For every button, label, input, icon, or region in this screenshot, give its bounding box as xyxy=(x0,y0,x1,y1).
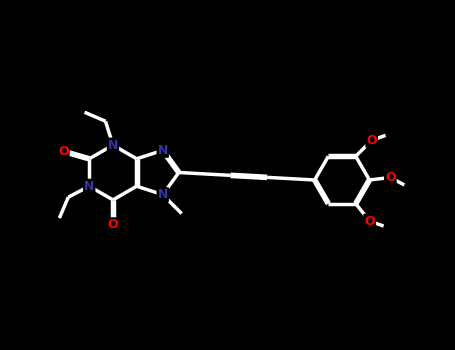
Text: N: N xyxy=(108,139,118,152)
Text: N: N xyxy=(157,144,168,157)
Text: O: O xyxy=(366,134,377,147)
Text: O: O xyxy=(108,218,118,231)
Text: O: O xyxy=(364,215,375,228)
Text: O: O xyxy=(58,145,69,158)
Text: O: O xyxy=(385,171,396,184)
Text: N: N xyxy=(84,180,95,193)
Text: N: N xyxy=(157,188,168,201)
